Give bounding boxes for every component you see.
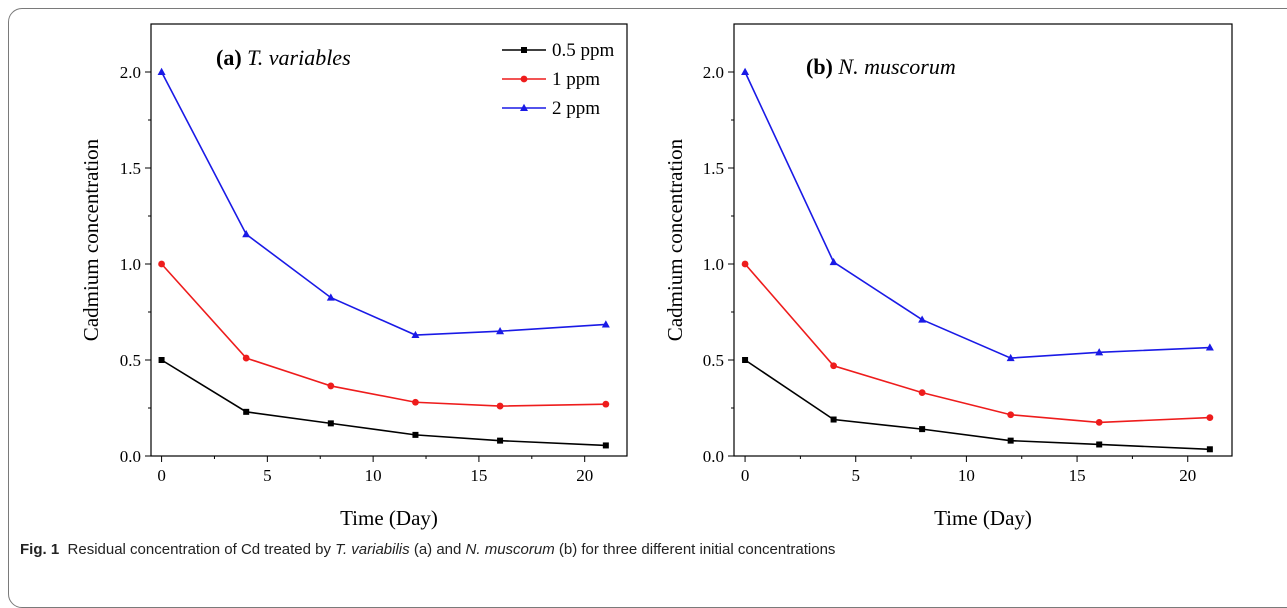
x-axis-title: Time (Day) (340, 506, 438, 530)
data-point (1096, 441, 1103, 448)
plot-area (150, 23, 628, 457)
series-line (744, 71, 1210, 359)
caption-part: (b) for three different initial concentr… (554, 541, 836, 558)
data-point (242, 354, 250, 362)
data-point (326, 293, 335, 301)
data-point (742, 357, 749, 363)
y-tick-label: 1.0 (120, 255, 141, 274)
y-tick-label: 1.5 (703, 159, 724, 178)
panel-title-text: T. variables (242, 45, 351, 70)
x-tick-label: 10 (958, 466, 975, 485)
data-point (158, 260, 165, 268)
y-axis-title: Cadmium concentration (79, 138, 103, 341)
data-point (1206, 414, 1214, 421)
data-point (327, 382, 335, 390)
series-line (744, 263, 1210, 424)
series-1-ppm (158, 260, 610, 410)
x-tick-label: 5 (263, 466, 272, 485)
caption-part: N. muscorum (465, 541, 555, 558)
data-point (829, 257, 838, 266)
series-line (744, 359, 1210, 451)
panel-label: (a) (216, 45, 242, 70)
data-point (497, 437, 504, 444)
data-point (741, 67, 750, 75)
data-point (602, 400, 610, 408)
x-tick-label: 0 (741, 466, 750, 485)
legend-label: 2 ppm (552, 98, 600, 119)
series-1-ppm (741, 260, 1214, 426)
data-point (1206, 446, 1213, 453)
y-tick-label: 2.0 (703, 63, 724, 82)
data-point (327, 420, 334, 427)
data-point (918, 389, 926, 397)
x-tick-label: 0 (157, 466, 166, 485)
data-point (1205, 343, 1214, 351)
data-point (496, 327, 505, 335)
y-tick-label: 1.0 (703, 255, 724, 274)
data-point (741, 260, 749, 268)
series-0-5-ppm (742, 357, 1213, 453)
data-point (1095, 348, 1104, 356)
y-tick-label: 0.0 (120, 447, 141, 466)
y-axis-title: Cadmium concentration (663, 138, 687, 341)
series-line (160, 263, 606, 407)
series-line (161, 359, 606, 447)
chart-panel-a: 0 5 10 15 20 0.0 0.5 1.0 1.5 2.0 Time (Day) Cadmium… (79, 23, 628, 530)
x-tick-label: 15 (1069, 466, 1086, 485)
y-tick-label: 0.0 (703, 447, 724, 466)
x-tick-label: 20 (576, 466, 593, 485)
data-point (1007, 437, 1014, 444)
figure-caption: Fig. 1 Residual concentration of Cd trea… (20, 541, 835, 558)
data-point (242, 230, 251, 238)
data-point (243, 408, 250, 415)
data-point (602, 442, 609, 449)
data-point (601, 320, 610, 328)
data-point (1095, 419, 1103, 426)
legend-label: 0.5 ppm (552, 40, 615, 61)
x-tick-label: 20 (1179, 466, 1196, 485)
series-2-ppm (741, 67, 1214, 362)
x-axis-title: Time (Day) (934, 506, 1032, 530)
chart-panel-b: 0 5 10 15 20 0.0 0.5 1.0 1.5 2.0 Time (Day) Cadmium… (663, 23, 1233, 530)
y-tick-label: 0.5 (703, 351, 724, 370)
x-tick-label: 15 (470, 466, 487, 485)
data-point (830, 362, 837, 370)
data-point (412, 431, 419, 438)
caption-part: Residual concentration of Cd treated by (67, 541, 336, 558)
panel-label: (b) (806, 54, 833, 79)
y-tick-label: 1.5 (120, 159, 141, 178)
x-tick-label: 10 (365, 466, 382, 485)
panel-title: (b) N. muscorum (806, 54, 956, 79)
plot-area (733, 23, 1233, 457)
series-0-5-ppm (158, 357, 609, 449)
caption-figure-number: Fig. 1 (20, 541, 60, 558)
legend-marker (521, 47, 527, 53)
data-point (830, 416, 837, 423)
legend-label: 1 ppm (552, 69, 600, 90)
series-line (160, 71, 606, 336)
y-tick-label: 2.0 (120, 63, 141, 82)
x-tick-label: 5 (851, 466, 860, 485)
figure-charts: 0 5 10 15 20 0.0 0.5 1.0 1.5 2.0 Time (Day) Cadmium… (79, 23, 1233, 530)
legend-marker (520, 103, 528, 111)
data-point (1006, 353, 1015, 362)
y-tick-label: 0.5 (120, 351, 141, 370)
caption-part: T. variabilis (335, 541, 410, 558)
panel-title-text: N. muscorum (833, 54, 956, 79)
data-point (1007, 411, 1015, 419)
data-point (496, 402, 504, 410)
data-point (918, 315, 927, 323)
legend: 0.5 ppm 1 ppm 2 ppm (502, 40, 615, 119)
caption-part: (a) and (409, 541, 466, 558)
caption-text: Residual concentration of Cd treated by … (68, 541, 836, 558)
data-point (411, 330, 420, 339)
data-point (157, 67, 166, 75)
panel-title: (a) T. variables (216, 45, 351, 70)
data-point (919, 426, 926, 433)
data-point (412, 398, 419, 406)
data-point (158, 357, 165, 363)
series-2-ppm (157, 67, 610, 339)
legend-marker (520, 75, 528, 83)
